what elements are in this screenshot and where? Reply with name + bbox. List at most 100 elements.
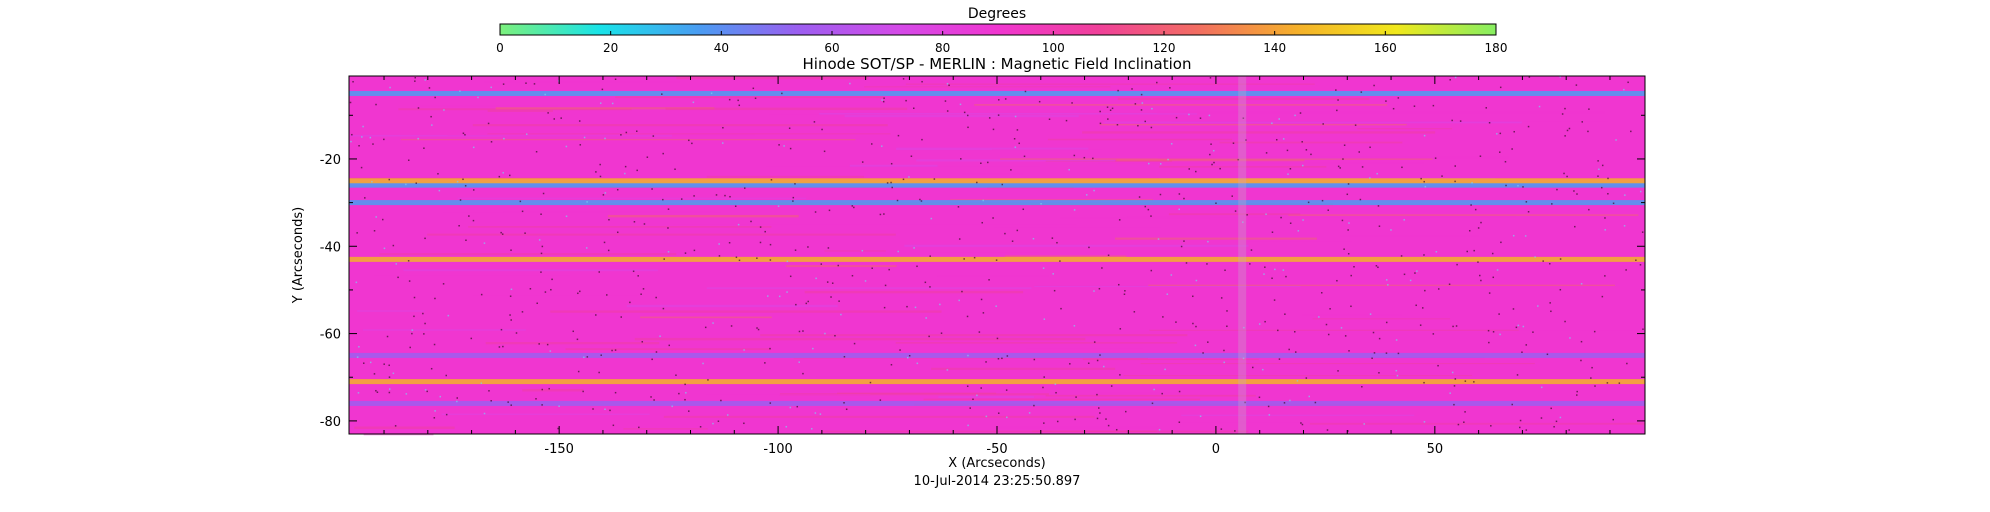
speckle bbox=[1451, 119, 1453, 122]
speckle bbox=[786, 291, 788, 293]
speckle bbox=[1195, 170, 1197, 173]
speckle bbox=[1397, 352, 1400, 355]
speckle bbox=[827, 247, 830, 249]
speckle bbox=[769, 243, 772, 246]
speckle bbox=[1540, 386, 1543, 389]
speckle bbox=[373, 230, 376, 232]
speckle bbox=[1275, 138, 1278, 141]
speckle bbox=[616, 188, 619, 191]
speckle bbox=[735, 256, 738, 259]
speckle bbox=[383, 247, 386, 250]
speckle bbox=[1534, 256, 1536, 258]
speckle bbox=[1403, 219, 1405, 221]
speckle bbox=[734, 205, 737, 207]
speckle bbox=[1568, 429, 1570, 431]
speckle bbox=[1042, 267, 1045, 269]
speckle bbox=[684, 383, 686, 386]
texture-streak bbox=[816, 376, 1061, 378]
speckle bbox=[798, 361, 800, 363]
y-axis: -20 -40 -60 -80 bbox=[320, 114, 1645, 430]
speckle bbox=[541, 388, 544, 391]
speckle bbox=[752, 87, 755, 90]
speckle bbox=[356, 232, 358, 234]
speckle bbox=[1449, 79, 1451, 81]
speckle bbox=[662, 152, 664, 155]
speckle bbox=[1226, 310, 1228, 312]
speckle bbox=[1423, 254, 1425, 256]
speckle bbox=[1192, 322, 1194, 325]
speckle bbox=[976, 394, 978, 397]
speckle bbox=[729, 195, 731, 198]
speckle bbox=[381, 218, 384, 221]
texture-streak bbox=[457, 197, 807, 199]
texture-streak bbox=[373, 274, 570, 276]
speckle bbox=[1448, 283, 1451, 286]
texture-streak bbox=[400, 139, 856, 141]
speckle bbox=[431, 124, 433, 126]
speckle bbox=[1219, 167, 1221, 170]
colorbar-tick-label: 0 bbox=[496, 41, 504, 55]
speckle bbox=[1223, 349, 1225, 352]
speckle bbox=[1546, 353, 1549, 356]
speckle bbox=[576, 338, 579, 341]
speckle bbox=[1551, 203, 1553, 205]
speckle bbox=[1040, 202, 1042, 205]
speckle bbox=[1115, 428, 1118, 431]
speckle bbox=[1573, 190, 1575, 192]
speckle bbox=[1138, 196, 1141, 198]
speckle bbox=[738, 259, 741, 262]
speckle bbox=[946, 110, 949, 112]
speckle bbox=[510, 404, 512, 406]
speckle bbox=[1542, 260, 1544, 262]
speckle bbox=[879, 399, 882, 401]
texture-streak bbox=[793, 357, 1148, 359]
speckle bbox=[789, 406, 792, 409]
speckle bbox=[1492, 276, 1495, 279]
speckle bbox=[967, 424, 969, 427]
speckle bbox=[632, 270, 635, 273]
speckle bbox=[1488, 122, 1491, 124]
speckle bbox=[1550, 310, 1552, 313]
speckle bbox=[1563, 172, 1565, 175]
texture-streak bbox=[1376, 357, 1485, 360]
speckle bbox=[840, 313, 842, 316]
speckle bbox=[978, 331, 981, 333]
speckle bbox=[1069, 363, 1071, 365]
texture-streak bbox=[663, 415, 1095, 418]
speckle bbox=[1607, 177, 1609, 180]
speckle bbox=[1532, 331, 1534, 333]
speckle bbox=[1612, 418, 1614, 421]
speckle bbox=[728, 241, 731, 244]
texture-streak bbox=[472, 294, 640, 296]
speckle bbox=[1180, 245, 1183, 248]
texture-streak bbox=[722, 78, 1029, 80]
speckle bbox=[919, 198, 921, 201]
speckle bbox=[988, 117, 991, 119]
speckle bbox=[720, 399, 722, 402]
speckle bbox=[1348, 350, 1350, 352]
texture-streak bbox=[522, 389, 584, 392]
texture-streak bbox=[896, 147, 1089, 151]
speckle bbox=[1564, 320, 1566, 323]
texture-streak bbox=[487, 133, 891, 135]
x-tick-label: -50 bbox=[986, 442, 1007, 457]
speckle bbox=[386, 335, 389, 338]
speckle bbox=[1210, 143, 1212, 145]
speckle bbox=[795, 303, 797, 306]
speckle bbox=[1337, 165, 1340, 168]
speckle bbox=[1463, 421, 1465, 423]
speckle bbox=[1068, 168, 1070, 171]
feature-streak bbox=[349, 178, 1645, 184]
texture-streak bbox=[676, 76, 869, 80]
speckle bbox=[737, 223, 740, 226]
speckle bbox=[710, 92, 713, 95]
texture-streak bbox=[804, 290, 1024, 294]
texture-streak bbox=[779, 393, 1049, 396]
speckle bbox=[1454, 76, 1457, 79]
texture-streak bbox=[1301, 313, 1403, 316]
speckle bbox=[766, 295, 769, 297]
speckle bbox=[388, 376, 391, 378]
speckle bbox=[1566, 129, 1569, 132]
texture-streak bbox=[1082, 358, 1259, 361]
speckle bbox=[671, 405, 673, 408]
